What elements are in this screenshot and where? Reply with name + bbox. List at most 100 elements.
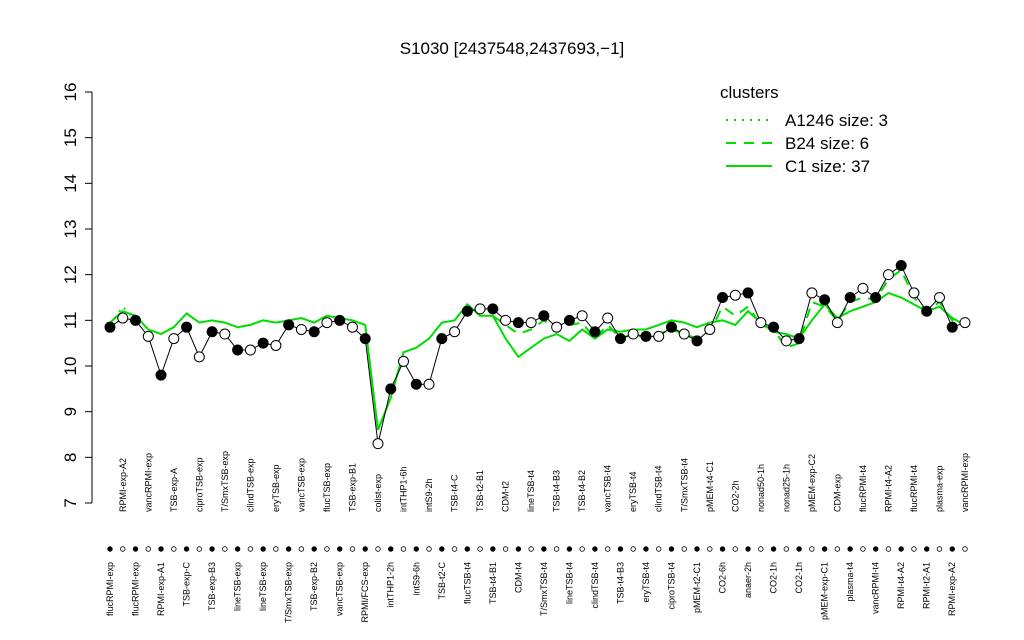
- point: [500, 314, 512, 326]
- x-tick-label: flucRPMI-exp: [131, 562, 141, 616]
- x-tick-label: eryTSB-t4: [628, 471, 638, 512]
- point: [742, 287, 754, 299]
- rug-dot: [834, 546, 841, 552]
- point: [653, 330, 665, 342]
- x-tick-label: TSB-t4-B3: [615, 562, 625, 604]
- point: [487, 303, 499, 315]
- x-tick-label: nonad25-1h: [781, 464, 791, 512]
- point: [283, 319, 295, 331]
- rug-dot: [936, 546, 943, 552]
- x-tick-label: TSB-t2-B1: [475, 470, 485, 512]
- rug-dot: [553, 546, 560, 552]
- x-tick-label: vancTSB-exp: [296, 458, 306, 512]
- point: [410, 378, 422, 390]
- y-tick-label: 8: [61, 453, 80, 462]
- point: [704, 323, 716, 335]
- x-tick-label: CO2-6h: [718, 562, 728, 594]
- x-tick-label: plasma-exp: [934, 465, 944, 512]
- rug-dot: [860, 546, 866, 552]
- point: [168, 333, 180, 345]
- point: [895, 260, 907, 272]
- point: [359, 333, 371, 345]
- rug-dot: [668, 546, 675, 552]
- rug-dot: [809, 546, 815, 552]
- rug-dot: [132, 546, 139, 552]
- rug-dot: [337, 546, 343, 552]
- rug-dot: [821, 546, 828, 552]
- rug-dot: [324, 546, 330, 552]
- rug-dot: [464, 546, 471, 552]
- x-tick-label: lineTSB-exp: [233, 562, 243, 611]
- x-tick-label: CO2-1h: [794, 562, 804, 594]
- point: [512, 317, 524, 329]
- point: [334, 314, 346, 326]
- y-tick-label: 14: [61, 174, 80, 193]
- point: [640, 330, 652, 342]
- x-tick-label: T/SmxTSB-exp: [284, 562, 294, 623]
- x-tick-label: RPMI-t4-A2: [896, 562, 906, 609]
- point: [780, 335, 792, 347]
- point: [385, 383, 397, 395]
- rug-dot: [745, 546, 751, 552]
- x-tick-label: RPMI/FCS-exp: [360, 562, 370, 623]
- x-tick-label: intS9-2h: [424, 478, 434, 512]
- x-tick-label: RPMI-exp-A1: [156, 562, 166, 616]
- x-tick-label: pMEM-t2-C1: [692, 562, 702, 613]
- point: [921, 305, 933, 317]
- point: [819, 294, 831, 306]
- point: [142, 330, 154, 342]
- x-tick-label: T/SmxTSB-exp: [220, 451, 230, 512]
- x-tick-label: vancRPMI-exp: [143, 453, 153, 512]
- point: [627, 328, 639, 340]
- x-tick-label: vancRPMI-t4: [871, 562, 881, 614]
- rug-dot: [604, 546, 611, 552]
- point: [130, 314, 142, 326]
- x-tick-label: vancRPMI-exp: [960, 453, 970, 512]
- point: [806, 287, 818, 299]
- x-tick-label: flucTSB-exp: [322, 463, 332, 512]
- point: [257, 337, 269, 349]
- rug-dot: [311, 546, 317, 552]
- x-tick-label: vancTSB-exp: [335, 562, 345, 616]
- x-tick-label: eryTSB-exp: [271, 464, 281, 512]
- x-tick-label: intTHP1-6h: [399, 466, 409, 512]
- point: [831, 317, 843, 329]
- x-tick-label: TSB-t4-B1: [488, 562, 498, 604]
- x-tick-label: RPMI-t4-A2: [883, 465, 893, 512]
- x-tick-label: intTHP1-2h: [386, 562, 396, 608]
- rug-dot: [285, 546, 292, 552]
- rug-dot: [515, 546, 522, 552]
- rug-dot: [694, 546, 700, 552]
- point: [729, 289, 741, 301]
- x-tick-label: CDM-exp: [832, 474, 842, 512]
- rug-dot: [617, 546, 624, 552]
- point: [398, 355, 410, 367]
- point: [614, 333, 626, 345]
- rug-dot: [541, 546, 547, 552]
- rug-dot: [209, 546, 215, 552]
- point: [844, 292, 856, 303]
- x-tick-label: clindTSB-t4: [654, 465, 664, 512]
- point: [576, 310, 588, 322]
- y-tick-label: 13: [61, 220, 80, 239]
- y-tick-label: 7: [61, 498, 80, 507]
- point: [717, 292, 729, 303]
- x-tick-label: ciproTSB-exp: [194, 457, 204, 512]
- point: [551, 321, 563, 333]
- point: [857, 282, 869, 294]
- rug-dot: [426, 546, 432, 552]
- x-tick-label: T/SmxTSB-t4: [539, 562, 549, 616]
- rug-dot: [643, 546, 649, 552]
- x-tick-label: TSB-exp-B3: [207, 562, 217, 611]
- profile-segment: [364, 338, 379, 444]
- rug-dot: [222, 546, 228, 552]
- point: [589, 326, 601, 338]
- point: [755, 317, 767, 329]
- rug-dot: [196, 546, 203, 552]
- point: [372, 438, 384, 450]
- x-tick-label: colist-exp: [373, 474, 383, 512]
- point: [155, 369, 167, 381]
- point: [665, 321, 677, 333]
- point: [946, 321, 958, 333]
- x-tick-label: flucRPMI-exp: [105, 562, 115, 616]
